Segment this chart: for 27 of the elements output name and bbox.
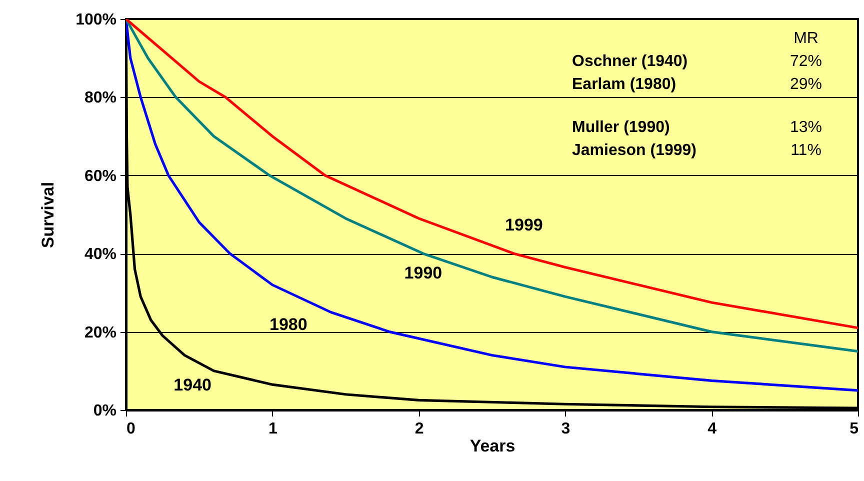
series-label: 1990 [404,264,442,283]
y-tick-label: 40% [84,246,116,264]
x-axis-title: Years [470,436,516,456]
annotation: 11% [790,142,822,159]
series-label: 1980 [269,314,308,334]
annotation: Jamieson (1999) [572,142,697,159]
annotation: Oschner (1940) [572,53,688,70]
annotation: 13% [790,119,822,136]
x-tick-label: 0 [126,420,136,438]
x-tick-label: 2 [414,420,424,438]
y-axis-title: Survival [38,182,58,248]
y-tick-label: 80% [84,90,116,107]
x-tick-label: 4 [708,420,717,438]
x-tick-label: 3 [561,420,570,438]
series-label: 1999 [505,216,543,235]
series-label: 1940 [174,375,212,394]
annotation: 72% [790,53,822,70]
y-tick-label: 20% [84,324,116,342]
y-tick-label: 0% [93,402,116,420]
annotation: Earlam (1980) [572,76,676,93]
annotation: 29% [790,76,822,93]
annotation: Muller (1990) [572,119,670,136]
annotation: MR [794,30,818,47]
x-tick-label: 1 [268,420,278,438]
y-tick-label: 100% [76,12,116,28]
y-tick-label: 60% [84,168,116,185]
x-tick-label: 5 [850,420,859,438]
